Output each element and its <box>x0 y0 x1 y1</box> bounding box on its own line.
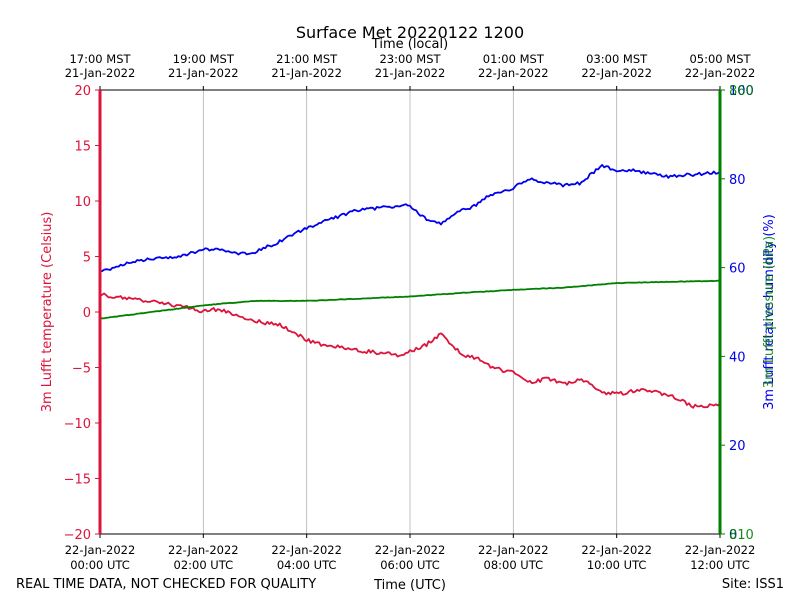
series-line-temperature <box>99 292 721 409</box>
x-axis-label: Time (UTC) <box>373 578 446 593</box>
x-tick-label-date: 22-Jan-2022 <box>478 543 549 557</box>
top-axis-label: Time (local) <box>371 37 448 52</box>
x-tick-label-time: 00:00 UTC <box>70 558 130 572</box>
top-tick-label-date: 21-Jan-2022 <box>375 66 446 80</box>
chart-title: Surface Met 20220122 1200 <box>296 23 524 42</box>
x-tick-label-date: 22-Jan-2022 <box>581 543 652 557</box>
quality-notice: REAL TIME DATA, NOT CHECKED FOR QUALITY <box>16 577 316 592</box>
x-tick-label-time: 04:00 UTC <box>277 558 337 572</box>
left-tick-label: 5 <box>83 251 91 266</box>
series-line-pressure <box>99 279 720 320</box>
top-tick-label-date: 21-Jan-2022 <box>271 66 342 80</box>
top-tick-label-time: 23:00 MST <box>379 52 441 66</box>
x-tick-label-date: 22-Jan-2022 <box>168 543 239 557</box>
top-tick-label-date: 22-Jan-2022 <box>478 66 549 80</box>
top-tick-label-time: 05:00 MST <box>689 52 751 66</box>
x-tick-label-time: 06:00 UTC <box>380 558 440 572</box>
left-axis-label: 3m Lufft temperature (Celsius) <box>40 212 55 413</box>
left-tick-label: −20 <box>64 528 91 543</box>
right-tick-label-rh: 20 <box>729 439 746 454</box>
top-tick-label-date: 22-Jan-2022 <box>581 66 652 80</box>
right-tick-label-rh: 80 <box>729 173 746 188</box>
left-tick-label: −15 <box>64 473 91 488</box>
top-tick-label-date: 21-Jan-2022 <box>168 66 239 80</box>
top-tick-label-time: 01:00 MST <box>483 52 545 66</box>
left-tick-label: −5 <box>72 362 91 377</box>
x-tick-label-date: 22-Jan-2022 <box>271 543 342 557</box>
x-tick-label-time: 08:00 UTC <box>484 558 544 572</box>
top-tick-label-date: 21-Jan-2022 <box>65 66 136 80</box>
left-tick-label: 20 <box>74 84 91 99</box>
left-tick-label: −10 <box>64 417 91 432</box>
series-line-relative-humidity <box>100 164 721 272</box>
right-axis-label-rh: 3m Lufft relative humidity (%) <box>762 214 777 410</box>
x-tick-label-time: 02:00 UTC <box>174 558 234 572</box>
left-tick-label: 15 <box>74 140 91 155</box>
right-tick-label-rh: 100 <box>729 84 754 99</box>
grid-lines <box>202 90 618 534</box>
site-label: Site: ISS1 <box>722 577 784 592</box>
x-tick-label-date: 22-Jan-2022 <box>685 543 756 557</box>
x-tick-label-date: 22-Jan-2022 <box>375 543 446 557</box>
right-tick-label-rh: 0 <box>729 528 737 543</box>
x-tick-label-date: 22-Jan-2022 <box>65 543 136 557</box>
top-tick-label-time: 21:00 MST <box>276 52 338 66</box>
top-tick-label-time: 17:00 MST <box>69 52 131 66</box>
right-axis-label-pressure: 3m Lufft pressure (hPa) <box>762 236 777 388</box>
x-tick-label-time: 12:00 UTC <box>690 558 750 572</box>
x-tick-label-time: 10:00 UTC <box>587 558 647 572</box>
top-tick-label-time: 03:00 MST <box>586 52 648 66</box>
top-tick-label-date: 22-Jan-2022 <box>685 66 756 80</box>
series-lines <box>99 164 721 409</box>
left-tick-label: 10 <box>74 195 91 210</box>
right-tick-label-pressure: 810 <box>729 528 754 543</box>
right-tick-label-pressure: 860 <box>729 84 754 99</box>
left-tick-label: 0 <box>83 306 91 321</box>
right-tick-label-rh: 60 <box>729 262 746 277</box>
top-tick-label-time: 19:00 MST <box>173 52 235 66</box>
right-tick-label-rh: 40 <box>729 350 746 365</box>
